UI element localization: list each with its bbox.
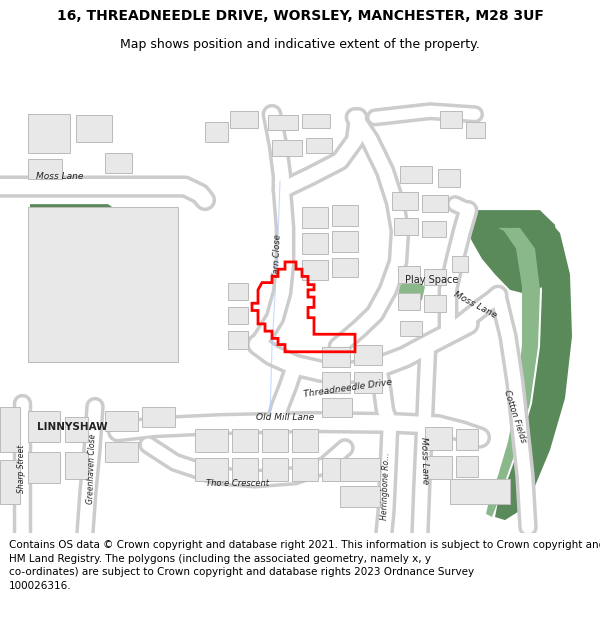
Polygon shape (398, 266, 420, 282)
Text: Greenhaven Close: Greenhaven Close (86, 433, 98, 504)
Polygon shape (456, 429, 478, 450)
Polygon shape (424, 269, 446, 284)
Polygon shape (354, 344, 382, 365)
Polygon shape (425, 427, 452, 450)
Polygon shape (0, 460, 20, 504)
Polygon shape (398, 279, 425, 303)
Polygon shape (228, 282, 248, 300)
Polygon shape (105, 411, 138, 431)
Polygon shape (105, 442, 138, 462)
Polygon shape (322, 398, 352, 417)
Polygon shape (28, 208, 178, 362)
Polygon shape (76, 116, 112, 142)
Polygon shape (400, 166, 432, 184)
Polygon shape (456, 456, 478, 477)
Polygon shape (452, 256, 468, 272)
Polygon shape (0, 406, 20, 452)
Text: Tho‧e Crescent: Tho‧e Crescent (206, 479, 269, 488)
Text: Cotton Fields: Cotton Fields (502, 389, 528, 444)
Text: Contains OS data © Crown copyright and database right 2021. This information is : Contains OS data © Crown copyright and d… (9, 540, 600, 591)
Polygon shape (465, 211, 558, 295)
Polygon shape (302, 208, 328, 228)
Polygon shape (262, 458, 288, 481)
Text: 16, THREADNEEDLE DRIVE, WORSLEY, MANCHESTER, M28 3UF: 16, THREADNEEDLE DRIVE, WORSLEY, MANCHES… (56, 9, 544, 23)
Polygon shape (302, 233, 328, 254)
Polygon shape (322, 372, 350, 393)
Polygon shape (268, 116, 298, 130)
Text: Map shows position and indicative extent of the property.: Map shows position and indicative extent… (120, 38, 480, 51)
Polygon shape (486, 225, 540, 517)
Polygon shape (440, 111, 462, 128)
Polygon shape (28, 452, 60, 483)
Polygon shape (340, 458, 380, 481)
Text: Moss Lane: Moss Lane (452, 290, 498, 321)
Polygon shape (398, 293, 420, 311)
Text: Play Space: Play Space (406, 274, 458, 284)
Polygon shape (425, 456, 452, 479)
Polygon shape (424, 295, 446, 311)
Polygon shape (332, 205, 358, 226)
Polygon shape (422, 221, 446, 237)
Text: Yarn Close: Yarn Close (272, 234, 283, 278)
Polygon shape (332, 231, 358, 252)
Polygon shape (422, 195, 448, 212)
Polygon shape (142, 406, 175, 427)
Polygon shape (272, 140, 302, 156)
Polygon shape (306, 138, 332, 152)
Polygon shape (302, 260, 328, 279)
Polygon shape (322, 458, 344, 481)
Polygon shape (195, 458, 228, 481)
Polygon shape (340, 486, 380, 507)
Text: Threadneedle Drive: Threadneedle Drive (303, 378, 393, 399)
Polygon shape (292, 429, 318, 452)
Polygon shape (30, 204, 120, 262)
Polygon shape (28, 159, 62, 179)
Polygon shape (195, 429, 228, 452)
Polygon shape (466, 121, 485, 138)
Polygon shape (107, 262, 120, 276)
Polygon shape (230, 111, 258, 128)
Polygon shape (450, 479, 510, 504)
Text: Moss Lane: Moss Lane (419, 436, 430, 484)
Text: Herringbone Ro…: Herringbone Ro… (380, 452, 392, 520)
Polygon shape (262, 429, 288, 452)
Polygon shape (232, 458, 258, 481)
Polygon shape (228, 331, 248, 349)
Polygon shape (332, 258, 358, 278)
Polygon shape (400, 321, 422, 336)
Polygon shape (28, 114, 70, 152)
Polygon shape (468, 211, 572, 520)
Polygon shape (105, 152, 132, 173)
Polygon shape (28, 411, 60, 442)
Text: Moss Lane: Moss Lane (37, 173, 83, 181)
Polygon shape (392, 192, 418, 211)
Polygon shape (228, 308, 248, 324)
Polygon shape (354, 372, 382, 393)
Polygon shape (65, 417, 88, 442)
Polygon shape (232, 429, 258, 452)
Polygon shape (302, 114, 330, 128)
Text: LINNYSHAW: LINNYSHAW (37, 422, 107, 432)
Polygon shape (438, 169, 460, 187)
Text: Old Mill Lane: Old Mill Lane (256, 413, 314, 422)
Text: Sharp Street: Sharp Street (17, 444, 26, 493)
Polygon shape (292, 458, 318, 481)
Polygon shape (394, 217, 418, 235)
Polygon shape (322, 347, 350, 368)
Polygon shape (65, 452, 88, 479)
Polygon shape (107, 276, 114, 293)
Polygon shape (205, 121, 228, 142)
